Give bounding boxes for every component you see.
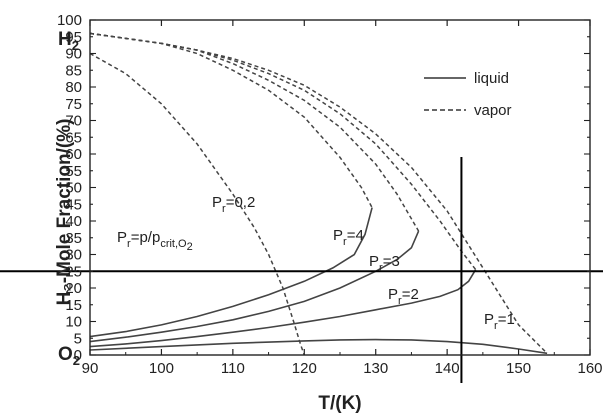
y-tick-label: 55 bbox=[65, 163, 82, 180]
curve-label-pr-1: Pr=1 bbox=[484, 311, 515, 332]
y-tick-label: 80 bbox=[65, 79, 82, 96]
o2-axis-end-label: O2 bbox=[58, 344, 80, 368]
series-pr-4-liquid-line bbox=[89, 207, 373, 338]
x-tick-label: 130 bbox=[363, 360, 388, 377]
y-tick-label: 95 bbox=[65, 29, 82, 46]
y-tick-label: 60 bbox=[65, 146, 82, 163]
y-tick-label: 15 bbox=[65, 297, 82, 314]
y-tick-label: 20 bbox=[65, 280, 82, 297]
curve-label-pr-2: Pr=2 bbox=[388, 286, 419, 307]
y-tick-label: 5 bbox=[74, 330, 82, 347]
series-pr-1-liquid-line bbox=[89, 338, 548, 355]
y-tick-label: 50 bbox=[65, 180, 82, 197]
y-tick-label: 40 bbox=[65, 213, 82, 230]
x-tick-label: 100 bbox=[149, 360, 174, 377]
y-tick-label: 30 bbox=[65, 247, 82, 264]
axes: 90 100 110 120 130 140 150 160 05101520253035404… bbox=[57, 12, 603, 377]
curve-label-pr-0-2: Pr=0,2 bbox=[212, 194, 255, 215]
series-pr-3-liquid-line bbox=[89, 230, 420, 343]
x-tick-label: 90 bbox=[82, 360, 99, 377]
x-tick-label: 160 bbox=[577, 360, 602, 377]
x-tick-label: 140 bbox=[435, 360, 460, 377]
y-tick-label: 65 bbox=[65, 129, 82, 146]
h2-axis-end-label: H2 bbox=[58, 29, 79, 53]
y-tick-label: 0 bbox=[74, 347, 82, 364]
plot-frame bbox=[89, 19, 591, 356]
curve-label-pr-4: Pr=4 bbox=[333, 227, 364, 248]
y-tick-label: 70 bbox=[65, 113, 82, 130]
series-pr-4-vapor-line bbox=[89, 32, 373, 208]
curve-label-pr-3: Pr=3 bbox=[369, 253, 400, 274]
y-axis-title: H₂-Mole Fraction/(%) bbox=[54, 119, 75, 306]
x-tick-label: 120 bbox=[292, 360, 317, 377]
y-tick-label: 100 bbox=[57, 12, 82, 29]
y-tick-label: 25 bbox=[65, 263, 82, 280]
y-tick-label: 35 bbox=[65, 230, 82, 247]
y-tick-label: 90 bbox=[65, 46, 82, 63]
y-tick-label: 45 bbox=[65, 196, 82, 213]
y-tick-label: 85 bbox=[65, 62, 82, 79]
y-tick-label: 75 bbox=[65, 96, 82, 113]
x-tick-label: 150 bbox=[506, 360, 531, 377]
y-tick-label: 10 bbox=[65, 314, 82, 331]
legend-liquid-label: liquid bbox=[474, 70, 509, 87]
x-axis-title: T/(K) bbox=[318, 393, 361, 414]
series-pr-1-vapor-line bbox=[89, 32, 548, 354]
reference-lines bbox=[0, 157, 603, 383]
reduced-pressure-definition: Pr=p/pcrit,O2 bbox=[117, 229, 193, 253]
legend: liquid vapor bbox=[424, 70, 512, 119]
curves bbox=[89, 32, 548, 356]
series-pr-2-liquid-line bbox=[89, 269, 477, 348]
x-tick-label: 110 bbox=[221, 360, 245, 377]
legend-vapor-label: vapor bbox=[474, 102, 512, 119]
series-pr-0-2-vapor-line bbox=[89, 52, 306, 356]
